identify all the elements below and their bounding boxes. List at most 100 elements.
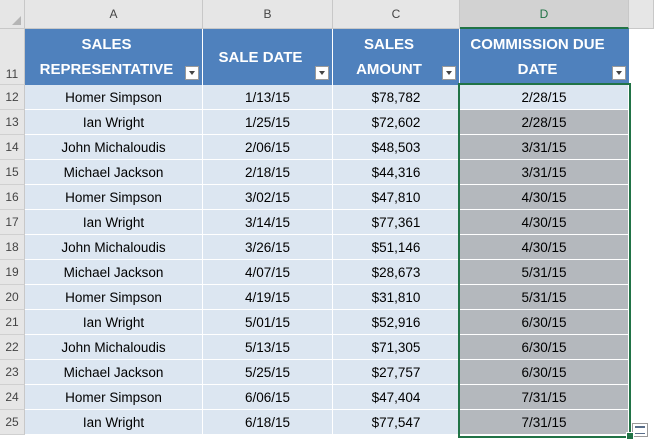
row-header-16[interactable]: 16 [0, 185, 25, 210]
cell-sales-amount[interactable]: $48,503 [333, 135, 460, 160]
filter-dropdown-c-icon[interactable] [442, 66, 456, 80]
cell-sales-amount[interactable]: $47,404 [333, 385, 460, 410]
header-sales-representative-line2: REPRESENTATIVE [39, 61, 174, 78]
cell-sales-rep[interactable]: Ian Wright [25, 210, 203, 235]
row-header-12[interactable]: 12 [0, 85, 25, 110]
cell-sale-date[interactable]: 5/01/15 [203, 310, 333, 335]
row-header-15[interactable]: 15 [0, 160, 25, 185]
row-header-20[interactable]: 20 [0, 285, 25, 310]
header-sales-representative[interactable]: SALES REPRESENTATIVE [25, 29, 203, 85]
column-header-d[interactable]: D [460, 0, 629, 29]
cell-commission-due[interactable]: 2/28/15 [460, 110, 629, 135]
cell-sale-date[interactable]: 5/13/15 [203, 335, 333, 360]
cell-sales-amount[interactable]: $72,602 [333, 110, 460, 135]
cell-sale-date[interactable]: 3/02/15 [203, 185, 333, 210]
cell-sales-amount[interactable]: $77,547 [333, 410, 460, 435]
cell-commission-due[interactable]: 5/31/15 [460, 260, 629, 285]
cell-commission-due[interactable]: 4/30/15 [460, 185, 629, 210]
cell-sales-rep[interactable]: Homer Simpson [25, 385, 203, 410]
cell-sale-date[interactable]: 1/13/15 [203, 85, 333, 110]
header-sale-date-line1: SALE DATE [218, 48, 303, 66]
column-header-b[interactable]: B [203, 0, 333, 29]
cell-sales-amount[interactable]: $28,673 [333, 260, 460, 285]
cell-commission-due[interactable]: 3/31/15 [460, 160, 629, 185]
header-sales-representative-text: SALES REPRESENTATIVE [40, 32, 174, 82]
cell-sale-date[interactable]: 3/26/15 [203, 235, 333, 260]
row-header-11[interactable]: 11 [0, 29, 25, 85]
cell-sale-date[interactable]: 4/19/15 [203, 285, 333, 310]
cell-sale-date[interactable]: 4/07/15 [203, 260, 333, 285]
header-sales-amount-text: SALES AMOUNT [356, 32, 422, 82]
cell-commission-due[interactable]: 6/30/15 [460, 360, 629, 385]
select-all-triangle-icon [12, 16, 21, 25]
header-sales-amount-line1: SALES [363, 36, 414, 53]
cell-commission-due[interactable]: 3/31/15 [460, 135, 629, 160]
cell-sales-amount[interactable]: $44,316 [333, 160, 460, 185]
filter-dropdown-b-icon[interactable] [315, 66, 329, 80]
cell-sales-rep[interactable]: Homer Simpson [25, 285, 203, 310]
cell-commission-due[interactable]: 6/30/15 [460, 310, 629, 335]
cell-commission-due[interactable]: 5/31/15 [460, 285, 629, 310]
cell-sale-date[interactable]: 1/25/15 [203, 110, 333, 135]
cell-sales-amount[interactable]: $71,305 [333, 335, 460, 360]
cell-commission-due[interactable]: 2/28/15 [460, 85, 629, 110]
column-header-c[interactable]: C [333, 0, 460, 29]
cell-sales-amount[interactable]: $31,810 [333, 285, 460, 310]
header-commission-due-date-line1: COMMISSION DUE [470, 36, 605, 53]
row-header-14[interactable]: 14 [0, 135, 25, 160]
row-header-21[interactable]: 21 [0, 310, 25, 335]
header-sales-amount-line2: AMOUNT [356, 61, 422, 78]
cell-sales-amount[interactable]: $77,361 [333, 210, 460, 235]
cell-sales-amount[interactable]: $78,782 [333, 85, 460, 110]
cell-sales-rep[interactable]: Ian Wright [25, 410, 203, 435]
cell-sale-date[interactable]: 6/18/15 [203, 410, 333, 435]
row-header-25[interactable]: 25 [0, 410, 25, 435]
header-commission-due-date[interactable]: COMMISSION DUE DATE [460, 29, 629, 85]
filter-dropdown-d-icon[interactable] [612, 66, 626, 80]
cell-sales-amount[interactable]: $51,146 [333, 235, 460, 260]
cell-sales-amount[interactable]: $27,757 [333, 360, 460, 385]
cell-commission-due[interactable]: 7/31/15 [460, 385, 629, 410]
row-header-19[interactable]: 19 [0, 260, 25, 285]
cell-commission-due[interactable]: 4/30/15 [460, 210, 629, 235]
cell-sales-amount[interactable]: $52,916 [333, 310, 460, 335]
column-header-a[interactable]: A [25, 0, 203, 29]
header-sale-date[interactable]: SALE DATE [203, 29, 333, 85]
cell-sale-date[interactable]: 2/06/15 [203, 135, 333, 160]
header-commission-due-date-text: COMMISSION DUE DATE [470, 32, 604, 82]
row-header-18[interactable]: 18 [0, 235, 25, 260]
cell-sales-rep[interactable]: John Michaloudis [25, 135, 203, 160]
cell-sales-rep[interactable]: Ian Wright [25, 310, 203, 335]
row-header-17[interactable]: 17 [0, 210, 25, 235]
cell-sales-rep[interactable]: Homer Simpson [25, 85, 203, 110]
cell-sales-rep[interactable]: Michael Jackson [25, 260, 203, 285]
empty-column-area[interactable] [629, 29, 654, 438]
header-sales-amount[interactable]: SALES AMOUNT [333, 29, 460, 85]
cell-sales-rep[interactable]: Ian Wright [25, 110, 203, 135]
cell-sales-rep[interactable]: John Michaloudis [25, 235, 203, 260]
cell-sales-amount[interactable]: $47,810 [333, 185, 460, 210]
row-header-13[interactable]: 13 [0, 110, 25, 135]
cell-sales-rep[interactable]: Homer Simpson [25, 185, 203, 210]
header-commission-due-date-line2: DATE [517, 61, 558, 78]
cell-commission-due[interactable]: 4/30/15 [460, 235, 629, 260]
cell-commission-due[interactable]: 7/31/15 [460, 410, 629, 435]
fill-handle[interactable] [626, 432, 634, 440]
cell-sale-date[interactable]: 6/06/15 [203, 385, 333, 410]
row-header-24[interactable]: 24 [0, 385, 25, 410]
cell-sales-rep[interactable]: Michael Jackson [25, 360, 203, 385]
cell-sale-date[interactable]: 2/18/15 [203, 160, 333, 185]
quick-analysis-button[interactable] [632, 423, 648, 437]
row-header-22[interactable]: 22 [0, 335, 25, 360]
row-header-23[interactable]: 23 [0, 360, 25, 385]
cell-sale-date[interactable]: 3/14/15 [203, 210, 333, 235]
filter-dropdown-a-icon[interactable] [185, 66, 199, 80]
cell-sales-rep[interactable]: John Michaloudis [25, 335, 203, 360]
cell-sale-date[interactable]: 5/25/15 [203, 360, 333, 385]
select-all-corner[interactable] [0, 0, 25, 29]
cell-commission-due[interactable]: 6/30/15 [460, 335, 629, 360]
cell-sales-rep[interactable]: Michael Jackson [25, 160, 203, 185]
quick-analysis-icon [635, 426, 645, 434]
column-header-e[interactable] [629, 0, 654, 29]
